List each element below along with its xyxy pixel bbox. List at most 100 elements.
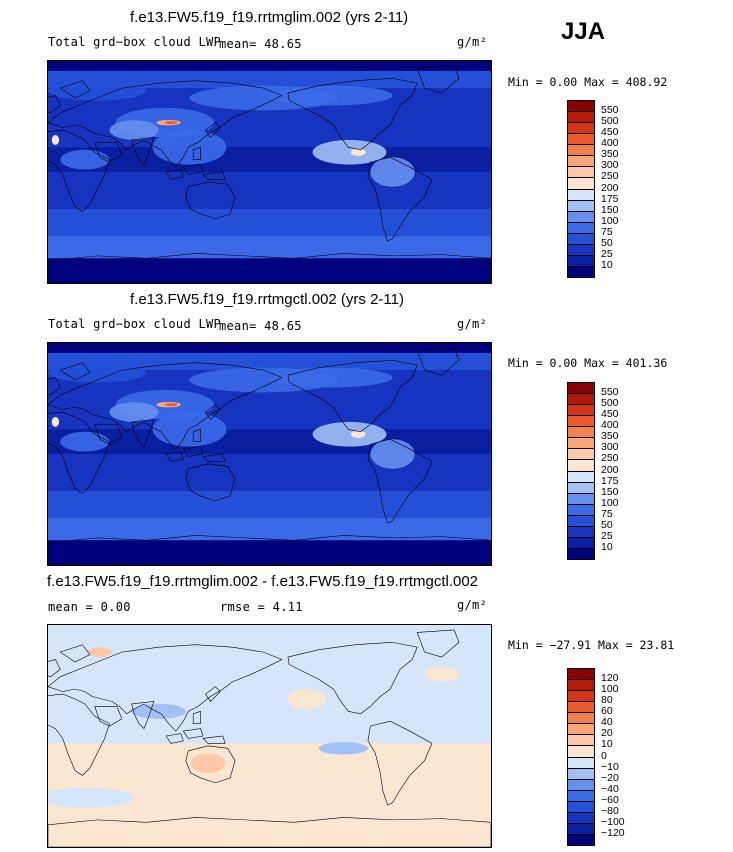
panel-2-colorbar-label: 550 xyxy=(601,386,619,399)
panel-2-map-lat-band xyxy=(48,491,491,519)
panel-2-colorbar-label: 100 xyxy=(601,496,619,509)
panel-3-title: f.e13.FW5.f19_f19.rrtmglim.002 - f.e13.F… xyxy=(47,573,479,590)
panel-3-colorbar-label: −60 xyxy=(601,793,619,806)
panel-1-map-maximum xyxy=(51,135,60,145)
panel-3-map-coastline xyxy=(186,746,235,783)
panel-2-map-coastline xyxy=(95,419,154,446)
panel-3-map-coastline xyxy=(48,645,282,731)
panel-3-colorbar-swatch xyxy=(567,833,595,846)
panel-2-colorbar-label: 175 xyxy=(601,474,619,487)
panel-3-units: g/m² xyxy=(457,598,488,612)
panel-1-variable-label: Total grd−box cloud LWP xyxy=(48,35,222,49)
panel-3-map-coastline xyxy=(166,729,225,744)
panel-3-colorbar-label: 100 xyxy=(601,683,619,696)
panel-2-colorbar-label: 10 xyxy=(601,540,613,553)
panel-3-map-diff-patch xyxy=(232,777,307,793)
panel-2-colorbar-swatch xyxy=(567,547,595,560)
panel-2-colorbar-label: 350 xyxy=(601,430,619,443)
panel-1-map-contour-patch xyxy=(109,120,159,140)
panel-3-colorbar-label: 20 xyxy=(601,727,613,740)
panel-1-map-lat-band xyxy=(48,147,491,172)
panel-2-colorbar-label: 50 xyxy=(601,518,613,531)
panel-1-map-contour-patch xyxy=(312,139,387,165)
panel-2-map-lat-band xyxy=(48,429,491,454)
panel-1-colorbar-label: 175 xyxy=(601,192,619,205)
panel-1-map-lat-band xyxy=(48,209,491,237)
panel-3-colorbar-label: −80 xyxy=(601,804,619,817)
panel-1-colorbar-label: 550 xyxy=(601,104,619,117)
panel-3-colorbar-label: −10 xyxy=(601,760,619,773)
season-label: JJA xyxy=(561,18,606,45)
panel-1-minmax: Min = 0.00 Max = 408.92 xyxy=(508,75,668,89)
panel-1-colorbar-label: 450 xyxy=(601,126,619,139)
panel-3-map-coastline xyxy=(48,817,491,847)
panel-1-colorbar-label: 10 xyxy=(601,258,613,271)
panel-1-colorbar-label: 500 xyxy=(601,115,619,128)
panel-1-map-maximum xyxy=(164,121,178,125)
panel-3-map-diff-patch xyxy=(131,703,186,719)
panel-1-map-lat-band xyxy=(48,236,491,259)
panel-3-map-diff-patch xyxy=(190,753,226,773)
panel-1-colorbar-label: 75 xyxy=(601,225,613,238)
panel-2-map-field xyxy=(48,343,491,565)
panel-2-colorbar-label: 200 xyxy=(601,463,619,476)
panel-2-map xyxy=(47,342,492,566)
panel-1-colorbar-swatch xyxy=(567,265,595,278)
panel-1-map-coastline xyxy=(417,66,459,93)
panel-2-map-contour-patch xyxy=(48,362,147,383)
panel-2-colorbar-label: 500 xyxy=(601,397,619,410)
panel-3-map-coastline xyxy=(48,645,90,677)
panel-1-map-coastline xyxy=(48,130,110,211)
panel-2-map-contour-patch xyxy=(312,421,387,447)
panel-2-map-coastline xyxy=(368,439,432,523)
panel-1-map-coastline xyxy=(186,182,235,219)
panel-3-map-coastline xyxy=(368,721,432,805)
panel-1-map-contour-patch xyxy=(60,149,110,170)
panel-2-variable-label: Total grd−box cloud LWP xyxy=(48,317,222,331)
panel-2-minmax: Min = 0.00 Max = 401.36 xyxy=(508,356,668,370)
panel-3-colorbar-label: −40 xyxy=(601,782,619,795)
panel-3-map-diff-patch xyxy=(286,689,327,709)
panel-3-map-coastline xyxy=(288,642,417,714)
panel-2-map-contour-patch xyxy=(152,412,227,447)
panel-3-colorbar-label: 60 xyxy=(601,705,613,718)
panel-2-colorbar-label: 25 xyxy=(601,529,613,542)
panel-2-colorbar-label: 250 xyxy=(601,452,619,465)
panel-3-colorbar-label: −20 xyxy=(601,771,619,784)
panel-1-map-coastline xyxy=(288,78,417,150)
panel-2-map-contour-patch xyxy=(269,367,393,388)
panel-2-map-lat-band xyxy=(48,518,491,541)
panel-1-map xyxy=(47,60,492,284)
panel-1-map-lat-band xyxy=(48,172,491,209)
panel-3-map-diff-patch xyxy=(318,742,368,755)
panel-3-colorbar-label: 80 xyxy=(601,694,613,707)
panel-2-title: f.e13.FW5.f19_f19.rrtmgctl.002 (yrs 2-11… xyxy=(130,291,404,308)
panel-2-colorbar-label: 75 xyxy=(601,507,613,520)
panel-2-map-contour-patch xyxy=(60,431,110,452)
panel-3-colorbar-label: 120 xyxy=(601,672,619,685)
panel-2-units: g/m² xyxy=(457,317,488,331)
panel-3-map-coastline xyxy=(95,701,154,728)
panel-1-title: f.e13.FW5.f19_f19.rrtmglim.002 (yrs 2-11… xyxy=(130,9,409,26)
panel-1-map-contour-patch xyxy=(269,85,393,106)
panel-2-map-maximum xyxy=(350,430,366,438)
panel-2-map-coastline xyxy=(48,535,491,565)
panel-1-map-field xyxy=(48,61,491,283)
panel-1-map-lat-band xyxy=(48,61,491,71)
panel-1-colorbar-label: 25 xyxy=(601,247,613,260)
panel-2-map-coastline xyxy=(186,464,235,501)
panel-1-map-coastline xyxy=(368,157,432,241)
panel-2-colorbar-label: 450 xyxy=(601,408,619,421)
panel-3-rmse: rmse = 4.11 xyxy=(220,600,303,614)
panel-1-map-contour-patch xyxy=(370,157,415,187)
panel-3-map-diff-patch xyxy=(424,666,460,682)
panel-2-colorbar-label: 300 xyxy=(601,441,619,454)
panel-1-map-coastline xyxy=(193,123,220,160)
panel-1-map-lat-band xyxy=(48,70,491,89)
panel-3-map-coastline xyxy=(48,694,110,775)
panel-1-colorbar-label: 300 xyxy=(601,159,619,172)
panel-1-colorbar-label: 150 xyxy=(601,203,619,216)
panel-2-colorbar: 550 500 450 400 350 300 250 200 175 150 100 75 50 25 1… xyxy=(567,382,619,560)
panel-3-map-diff-patch xyxy=(87,647,112,658)
panel-1-map-coastline xyxy=(48,81,90,113)
